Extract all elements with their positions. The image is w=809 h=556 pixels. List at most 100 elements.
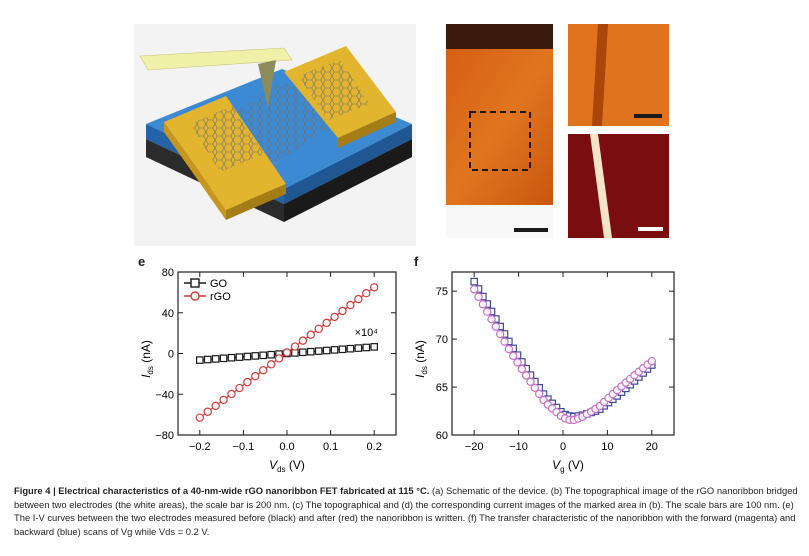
series-go-point [306,347,315,356]
series-rgo-point [298,336,308,345]
series-rgo-point [211,401,220,411]
afm-cantilever [139,47,293,71]
series-go-point [251,352,260,360]
series-forward-point [504,344,514,354]
series-rgo-point [362,289,371,298]
chart-e-legend: GO rGO [184,278,231,303]
legend-go-label: GO [210,278,228,290]
chart-e-xtick-label: −0.2 [189,441,211,453]
series-forward-point [647,356,656,366]
electrode-bottom [446,205,553,238]
legend-go-marker [190,278,200,288]
left-electrode-side [226,184,286,220]
series-forward-point [521,371,531,380]
series-go-point [203,355,212,364]
image-c-background [568,24,669,126]
series-forward-point [526,377,535,386]
series-rgo-point [227,389,236,399]
series-rgo-point [354,294,363,304]
series-forward-point [474,292,483,301]
afm-tip [258,60,276,108]
chart-e-ytick-label: 0 [168,349,174,361]
chart-f-marks [469,277,656,425]
caption-body: (a) Schematic of the device. (b) The top… [14,485,798,537]
series-forward-point [469,285,479,294]
series-go-point [330,346,339,354]
series-forward-line [473,288,653,421]
series-go-point [299,348,307,357]
series-go-point [195,356,204,364]
chart-f-ytick-label: 65 [436,382,448,394]
chart-f-xtick-label: −20 [465,441,484,453]
series-rgo-point [314,324,323,333]
series-go-point [259,351,268,360]
series-go-point [227,353,236,362]
chart-f-ytick-label: 75 [436,286,448,298]
series-forward-point [513,358,522,367]
series-forward-point [478,300,488,309]
series-go-point [354,344,363,352]
chart-f-ylabel: Ids (nA) [413,340,429,378]
series-go-point [267,350,275,359]
series-go-point [322,346,331,355]
series-go-point [235,353,244,361]
series-forward-point [500,337,509,346]
series-forward-point [517,364,527,374]
series-rgo-point [330,312,339,322]
series-go-point [338,345,347,354]
chart-e-ytick-label: −80 [155,430,174,442]
chart-f: −20 −10 0 10 20 60 65 70 75 Ids (nA) Vg (V) [413,271,675,474]
flake-right [298,60,370,120]
topography-image-c [568,24,669,126]
chart-f-ytick-label: 70 [436,334,448,346]
series-rgo-point [346,300,355,310]
series-rgo-point [282,348,292,357]
chart-e-xtick-label: −0.1 [233,441,255,453]
nanoribbon-topography [592,24,608,126]
series-forward-point [491,322,501,331]
series-forward-point [495,329,505,339]
substrate-region [446,49,553,205]
figure-caption: Figure 4 | Electrical characteristics of… [14,484,800,538]
left-electrode-front [164,122,226,220]
chart-e-xtick-label: 0.1 [323,441,338,453]
series-rgo-point [195,413,205,422]
series-rgo-point [274,354,284,363]
topography-image-b [446,24,553,238]
series-forward-point [482,307,492,316]
panel-label-e: e [138,254,146,269]
series-rgo-point [219,395,228,405]
substrate-right-side [284,124,412,204]
chart-e-ytick-label: 40 [162,308,174,320]
chart-e-xlabel: Vds (V) [269,458,305,474]
chart-e-ylabel: Ids (nA) [139,340,155,378]
series-rgo-point [290,342,300,351]
current-image-d [568,134,669,238]
nanoribbon-current [590,134,612,238]
chart-e-xtick-label: 0.2 [367,441,382,453]
device-schematic [134,24,416,246]
series-forward-point [534,389,544,399]
panel-label-f: f [414,254,419,269]
series-rgo-point [235,383,244,393]
chart-e-xtick-label: 0.0 [279,441,294,453]
legend-rgo-label: rGO [210,291,231,303]
substrate-base-right [284,139,412,222]
series-forward-point [487,314,496,324]
series-backward-line [473,281,653,418]
caption-title: Figure 4 | Electrical characteristics of… [14,485,430,496]
series-rgo-point [243,377,252,387]
marked-area-box [469,111,531,171]
series-forward-point [508,351,518,361]
legend-rgo-marker [190,291,200,301]
series-go-point [314,347,323,355]
series-go-point [243,352,252,361]
chart-e-marks [195,283,379,422]
chart-e-axes: −0.2 −0.1 0.0 0.1 0.2 −80 −40 0 40 80 [155,267,397,453]
series-go-point [346,344,355,353]
scale-bar-b [514,228,548,232]
image-d-background [568,134,669,238]
series-go-point [362,343,371,352]
right-electrode-side [338,112,396,148]
series-rgo-point [266,360,276,369]
